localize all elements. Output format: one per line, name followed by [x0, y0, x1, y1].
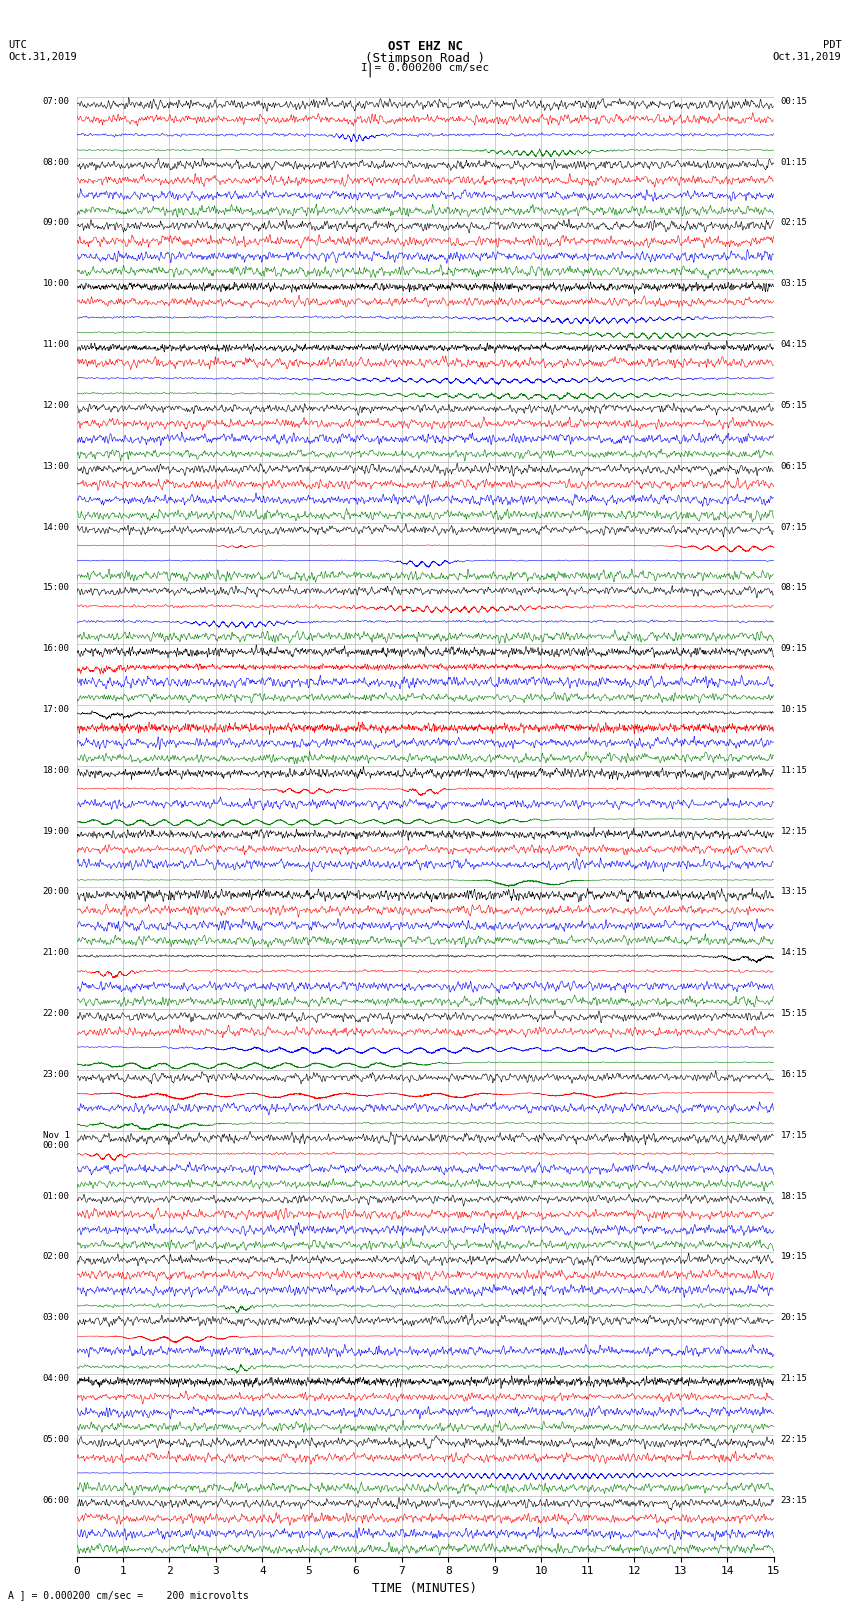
Text: 16:00: 16:00 — [42, 644, 70, 653]
Text: 19:15: 19:15 — [780, 1252, 808, 1261]
Text: 17:15: 17:15 — [780, 1131, 808, 1140]
Text: 14:00: 14:00 — [42, 523, 70, 532]
Text: 20:15: 20:15 — [780, 1313, 808, 1323]
Text: 21:00: 21:00 — [42, 948, 70, 957]
Text: 20:00: 20:00 — [42, 887, 70, 897]
Text: 09:15: 09:15 — [780, 644, 808, 653]
Text: 11:00: 11:00 — [42, 340, 70, 348]
Text: 13:00: 13:00 — [42, 461, 70, 471]
Text: 07:00: 07:00 — [42, 97, 70, 106]
Text: 17:00: 17:00 — [42, 705, 70, 715]
Text: 13:15: 13:15 — [780, 887, 808, 897]
X-axis label: TIME (MINUTES): TIME (MINUTES) — [372, 1582, 478, 1595]
Text: 12:00: 12:00 — [42, 402, 70, 410]
Text: |: | — [366, 63, 374, 77]
Text: 15:00: 15:00 — [42, 584, 70, 592]
Text: 06:15: 06:15 — [780, 461, 808, 471]
Text: Oct.31,2019: Oct.31,2019 — [773, 52, 842, 61]
Text: 10:15: 10:15 — [780, 705, 808, 715]
Text: 23:15: 23:15 — [780, 1495, 808, 1505]
Text: 04:15: 04:15 — [780, 340, 808, 348]
Text: 08:00: 08:00 — [42, 158, 70, 166]
Text: Nov 1
00:00: Nov 1 00:00 — [42, 1131, 70, 1150]
Text: 08:15: 08:15 — [780, 584, 808, 592]
Text: 22:00: 22:00 — [42, 1010, 70, 1018]
Text: 18:15: 18:15 — [780, 1192, 808, 1200]
Text: 01:15: 01:15 — [780, 158, 808, 166]
Text: A ] = 0.000200 cm/sec =    200 microvolts: A ] = 0.000200 cm/sec = 200 microvolts — [8, 1590, 249, 1600]
Text: (Stimpson Road ): (Stimpson Road ) — [365, 52, 485, 65]
Text: 03:00: 03:00 — [42, 1313, 70, 1323]
Text: OST EHZ NC: OST EHZ NC — [388, 40, 462, 53]
Text: 07:15: 07:15 — [780, 523, 808, 532]
Text: UTC: UTC — [8, 40, 27, 50]
Text: I = 0.000200 cm/sec: I = 0.000200 cm/sec — [361, 63, 489, 73]
Text: 14:15: 14:15 — [780, 948, 808, 957]
Text: 03:15: 03:15 — [780, 279, 808, 289]
Text: 22:15: 22:15 — [780, 1436, 808, 1444]
Text: 23:00: 23:00 — [42, 1069, 70, 1079]
Text: 12:15: 12:15 — [780, 826, 808, 836]
Text: 10:00: 10:00 — [42, 279, 70, 289]
Text: 05:00: 05:00 — [42, 1436, 70, 1444]
Text: 11:15: 11:15 — [780, 766, 808, 774]
Text: 06:00: 06:00 — [42, 1495, 70, 1505]
Text: 18:00: 18:00 — [42, 766, 70, 774]
Text: 05:15: 05:15 — [780, 402, 808, 410]
Text: 04:00: 04:00 — [42, 1374, 70, 1382]
Text: Oct.31,2019: Oct.31,2019 — [8, 52, 77, 61]
Text: 15:15: 15:15 — [780, 1010, 808, 1018]
Text: 00:15: 00:15 — [780, 97, 808, 106]
Text: 02:00: 02:00 — [42, 1252, 70, 1261]
Text: 09:00: 09:00 — [42, 218, 70, 227]
Text: PDT: PDT — [823, 40, 842, 50]
Text: 01:00: 01:00 — [42, 1192, 70, 1200]
Text: 16:15: 16:15 — [780, 1069, 808, 1079]
Text: 19:00: 19:00 — [42, 826, 70, 836]
Text: 21:15: 21:15 — [780, 1374, 808, 1382]
Text: 02:15: 02:15 — [780, 218, 808, 227]
